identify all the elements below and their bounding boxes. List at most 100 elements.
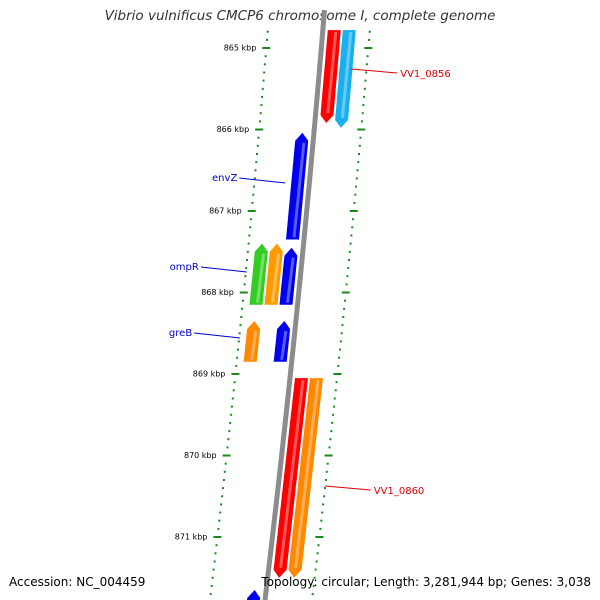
minor-tick: [213, 560, 216, 563]
minor-tick: [324, 479, 327, 481]
minor-tick: [259, 112, 262, 115]
minor-tick: [256, 153, 258, 155]
gene-arrow: [246, 590, 261, 600]
minor-tick: [334, 389, 337, 392]
major-tick-right: [341, 291, 350, 294]
minor-tick: [366, 55, 369, 58]
gene-arrow-greb: [243, 321, 261, 362]
gene-highlight: [256, 253, 266, 303]
minor-tick: [350, 234, 353, 237]
minor-tick: [344, 299, 346, 302]
minor-tick: [246, 258, 248, 261]
minor-tick: [337, 364, 340, 367]
minor-tick: [254, 169, 257, 172]
minor-tick: [326, 462, 329, 465]
gene-highlight: [326, 31, 338, 114]
minor-tick: [263, 71, 266, 74]
minor-tick: [368, 30, 371, 33]
minor-tick: [345, 283, 348, 286]
minor-tick: [362, 104, 365, 107]
minor-tick: [363, 95, 366, 98]
tick-label: 868 kbp: [201, 288, 234, 297]
minor-tick: [365, 71, 368, 74]
gene-highlight: [280, 330, 288, 361]
minor-tick: [240, 316, 243, 318]
minor-tick: [343, 307, 346, 310]
minor-tick: [333, 397, 336, 400]
label-leader: [200, 266, 247, 273]
minor-tick: [321, 511, 324, 514]
gene-arrow-ompr: [249, 243, 268, 305]
minor-tick: [212, 568, 215, 571]
minor-tick: [316, 552, 319, 555]
gene-labels: VV1_0856 envZ ompR greB VV1_0860: [169, 68, 451, 497]
minor-tick: [263, 63, 266, 66]
major-tick-left: [231, 373, 240, 375]
label-leader: [324, 485, 371, 491]
minor-tick: [355, 177, 358, 180]
gene-label-vv1_0860: VV1_0860: [374, 486, 425, 497]
major-tick-left: [222, 454, 231, 457]
major-tick-left: [239, 291, 248, 294]
tick-label: 869 kbp: [193, 370, 226, 379]
minor-tick: [261, 87, 264, 90]
minor-tick: [232, 389, 235, 392]
minor-tick-dots: [209, 30, 371, 596]
gene-highlight: [286, 257, 295, 303]
minor-tick: [314, 568, 317, 571]
minor-tick: [354, 193, 357, 196]
gene-highlight: [292, 142, 306, 238]
minor-tick: [215, 544, 218, 547]
gene-arrow: [273, 378, 308, 578]
minor-tick: [228, 430, 231, 433]
minor-tick: [230, 405, 233, 408]
gene-label-greb: greB: [169, 328, 192, 339]
minor-tick: [243, 283, 246, 286]
minor-tick: [249, 226, 252, 229]
minor-tick: [217, 527, 220, 530]
minor-tick: [220, 503, 223, 506]
minor-tick: [365, 63, 368, 66]
minor-tick: [227, 438, 230, 441]
minor-tick: [323, 495, 326, 498]
gene-arrow: [335, 30, 356, 128]
major-tick-right: [324, 454, 333, 457]
minor-tick: [244, 275, 247, 278]
tick-label: 867 kbp: [209, 207, 242, 216]
minor-tick: [259, 120, 261, 123]
minor-tick: [338, 356, 341, 359]
gene-highlight: [279, 379, 305, 568]
minor-tick: [341, 324, 344, 327]
tick-label: 871 kbp: [175, 533, 208, 542]
minor-tick: [332, 413, 335, 416]
minor-tick: [230, 413, 233, 416]
accession-text: Accession: NC_004459: [9, 575, 146, 589]
minor-tick: [239, 324, 242, 327]
minor-tick: [248, 234, 251, 237]
tick-label: 865 kbp: [224, 44, 257, 53]
minor-tick: [224, 462, 227, 465]
minor-tick: [257, 136, 260, 139]
minor-tick: [253, 177, 256, 180]
minor-tick: [347, 267, 350, 270]
minor-tick: [247, 242, 250, 245]
minor-tick: [322, 503, 325, 506]
minor-tick: [226, 446, 229, 449]
minor-tick: [231, 397, 234, 400]
minor-tick: [241, 307, 244, 310]
minor-tick: [332, 405, 335, 408]
minor-tick: [245, 267, 248, 270]
minor-tick: [249, 218, 252, 221]
minor-tick: [315, 560, 318, 563]
minor-tick: [233, 381, 236, 384]
label-leader: [239, 177, 286, 184]
minor-tick: [266, 38, 268, 41]
minor-tick: [253, 185, 255, 188]
minor-tick: [210, 584, 213, 587]
minor-tick: [238, 332, 241, 335]
major-tick-right: [315, 536, 324, 538]
minor-tick: [348, 258, 350, 261]
gene-label-envz: envZ: [212, 173, 237, 184]
minor-tick: [358, 144, 361, 147]
gene-arrow-vv1_0860: [288, 378, 323, 578]
